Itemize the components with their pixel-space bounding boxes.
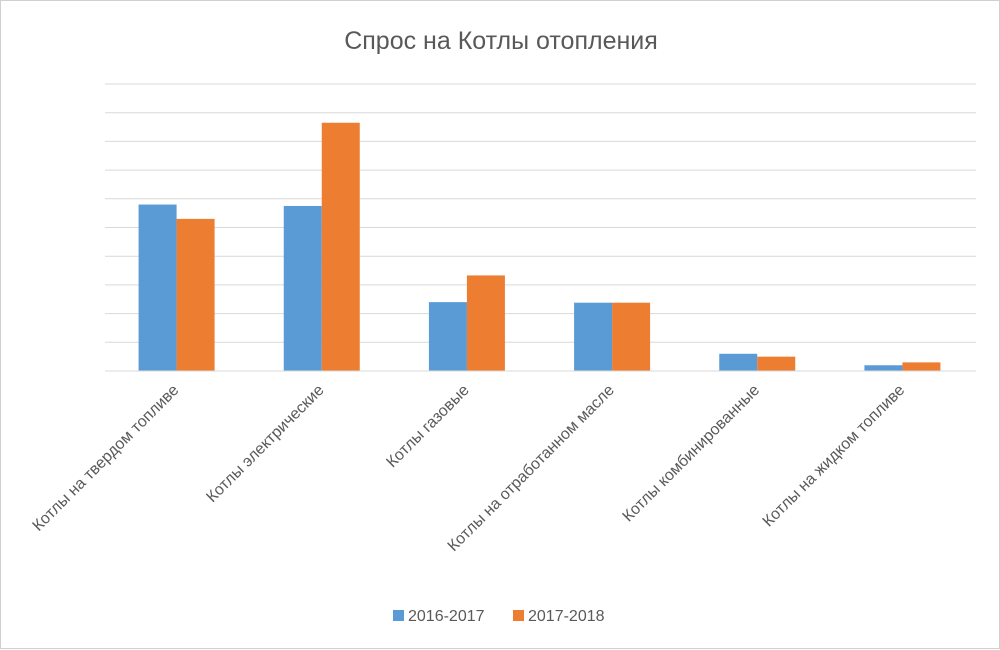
category-label: Котлы электрические xyxy=(203,382,327,506)
bar-series-2 xyxy=(612,302,651,371)
bar-series-1 xyxy=(574,302,613,371)
legend-label: 2016-2017 xyxy=(408,608,485,625)
bar-series-1 xyxy=(138,204,177,371)
category-label: Котлы на твердом топливе xyxy=(29,382,182,535)
chart-title: Спрос на Котлы отопления xyxy=(344,27,658,55)
category-label: Котлы на жидком топливе xyxy=(760,382,909,531)
legend-swatch xyxy=(393,610,404,621)
gridlines xyxy=(105,83,976,343)
bar-series-2 xyxy=(176,218,215,371)
bar-series-2 xyxy=(321,122,360,372)
legend: 2016-2017 2017-2018 xyxy=(393,608,605,625)
category-label: Котлы газовые xyxy=(383,382,472,471)
bar-series-1 xyxy=(719,353,758,371)
bar-series-2 xyxy=(466,275,505,371)
bar-series-1 xyxy=(864,365,903,371)
category-label: Котлы комбинированные xyxy=(620,382,764,526)
bar-series-1 xyxy=(428,302,467,371)
legend-swatch xyxy=(513,610,524,621)
category-label: Котлы на отработанном масле xyxy=(445,382,618,555)
category-labels: Котлы на твердом топливе Котлы электричес… xyxy=(29,382,908,555)
bars xyxy=(138,122,941,372)
bar-series-2 xyxy=(902,362,941,371)
bar-series-1 xyxy=(283,205,322,371)
legend-label: 2017-2018 xyxy=(528,608,605,625)
bar-series-2 xyxy=(757,356,796,371)
